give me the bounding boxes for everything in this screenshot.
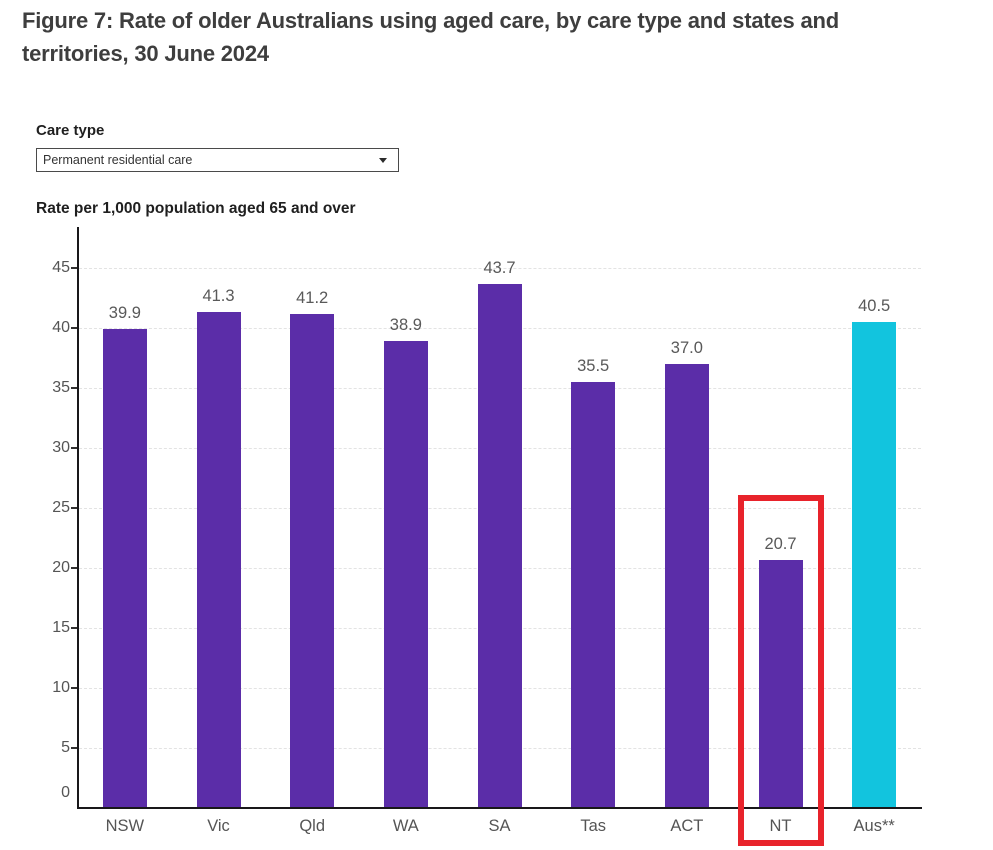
- y-axis-tick: [71, 687, 77, 689]
- bar-Qld[interactable]: [290, 313, 335, 808]
- y-axis-tick: [71, 327, 77, 329]
- x-axis-label-NT: NT: [769, 817, 792, 835]
- bar-Tas[interactable]: [571, 382, 616, 808]
- x-axis-label-NSW: NSW: [105, 817, 145, 835]
- x-axis-label-WA: WA: [392, 817, 419, 835]
- bar-value-label: 39.9: [108, 304, 141, 323]
- bar-value-label: 41.3: [202, 287, 235, 306]
- chevron-down-icon: [379, 157, 387, 163]
- y-axis-tick: [71, 747, 77, 749]
- y-axis-line: [77, 227, 79, 809]
- care-type-selected-value: Permanent residential care: [43, 153, 193, 167]
- y-axis-tick: [71, 567, 77, 569]
- care-type-label: Care type: [36, 122, 105, 139]
- y-axis-tick: [71, 507, 77, 509]
- bar-WA[interactable]: [383, 341, 428, 808]
- x-axis-label-ACT: ACT: [670, 817, 704, 835]
- figure-title-line2: territories, 30 June 2024: [22, 41, 269, 66]
- bar-ACT[interactable]: [664, 364, 709, 808]
- x-axis-label-Aus: Aus**: [853, 817, 895, 835]
- bar-value-label: 37.0: [670, 339, 703, 357]
- y-axis-tick-label: 5: [61, 739, 70, 756]
- bar-value-label: 38.9: [389, 316, 422, 335]
- x-axis-label-SA: SA: [488, 817, 511, 835]
- y-axis-tick-label: 25: [52, 499, 70, 516]
- y-axis-tick: [71, 387, 77, 389]
- x-axis-label-Vic: Vic: [207, 817, 230, 835]
- bar-value-label: 20.7: [764, 534, 797, 553]
- figure-title: Figure 7: Rate of older Australians usin…: [22, 4, 982, 70]
- bar-SA[interactable]: [477, 283, 522, 808]
- x-axis-line: [77, 807, 922, 809]
- figure-title-line1: Figure 7: Rate of older Australians usin…: [22, 8, 839, 33]
- y-axis-tick-label: 0: [61, 784, 70, 801]
- y-axis-tick-label: 30: [52, 439, 70, 456]
- y-axis-tick-label: 10: [52, 679, 70, 696]
- y-axis-tick-label: 40: [52, 319, 70, 336]
- gridline: [79, 268, 921, 269]
- bar-NSW[interactable]: [102, 329, 147, 808]
- x-axis-label-Qld: Qld: [299, 817, 325, 835]
- x-axis-label-Tas: Tas: [580, 817, 606, 835]
- y-axis-title: Rate per 1,000 population aged 65 and ov…: [36, 200, 356, 217]
- bar-value-label: 43.7: [483, 258, 516, 277]
- y-axis-tick: [71, 267, 77, 269]
- y-axis-tick: [71, 447, 77, 449]
- y-axis-tick-label: 35: [52, 379, 70, 396]
- bar-Aus[interactable]: [852, 322, 897, 808]
- y-axis-tick: [71, 627, 77, 629]
- bar-NT[interactable]: [758, 559, 803, 808]
- y-axis-tick-label: 45: [52, 259, 70, 276]
- bar-value-label: 41.2: [296, 288, 329, 307]
- bar-Vic[interactable]: [196, 312, 241, 808]
- y-axis-tick-label: 15: [52, 619, 70, 636]
- bar-value-label: 40.5: [858, 297, 891, 315]
- bar-value-label: 35.5: [577, 357, 610, 375]
- highlight-box-NT: [737, 494, 824, 846]
- care-type-dropdown[interactable]: Permanent residential care: [36, 148, 399, 172]
- y-axis-tick-label: 20: [52, 559, 70, 576]
